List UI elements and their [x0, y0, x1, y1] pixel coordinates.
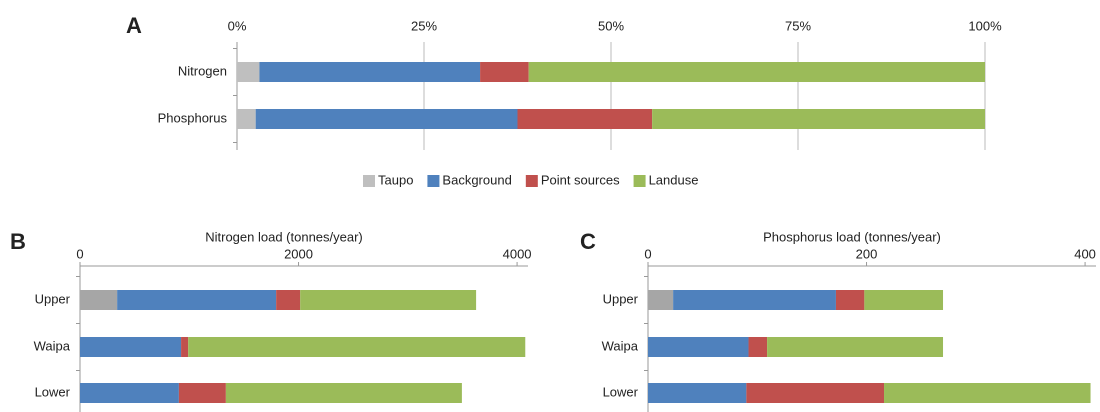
- x-tick-label: 200: [856, 246, 878, 261]
- bar-segment: [767, 337, 944, 357]
- x-tick-label: 0: [76, 246, 83, 261]
- x-axis-title: Nitrogen load (tonnes/year): [205, 229, 363, 244]
- bar-segment: [117, 290, 277, 310]
- y-tick-label: Waipa: [602, 338, 639, 353]
- bar-segment: [648, 383, 747, 403]
- bar-segment: [188, 337, 526, 357]
- x-tick-label: 0%: [228, 18, 247, 33]
- bar-segment: [517, 109, 653, 129]
- y-tick-label: Lower: [603, 384, 639, 399]
- bar-segment: [237, 109, 256, 129]
- x-tick-label: 400: [1074, 246, 1096, 261]
- legend-label: Background: [442, 172, 511, 187]
- x-tick-label: 25%: [411, 18, 437, 33]
- legend-swatch: [363, 175, 375, 187]
- bar-segment: [300, 290, 477, 310]
- legend-swatch: [633, 175, 646, 187]
- panel-label: B: [10, 229, 26, 254]
- legend-swatch: [525, 175, 538, 187]
- bar-segment: [237, 62, 260, 82]
- bar-segment: [835, 290, 865, 310]
- bar-segment: [80, 290, 118, 310]
- y-tick-label: Lower: [35, 384, 71, 399]
- bar-segment: [884, 383, 1091, 403]
- y-tick-label: Waipa: [34, 338, 71, 353]
- bar-segment: [864, 290, 944, 310]
- bar-segment: [225, 383, 462, 403]
- legend-label: Taupo: [378, 172, 413, 187]
- legend-label: Landuse: [649, 172, 699, 187]
- bar-segment: [178, 383, 226, 403]
- panel-label: C: [580, 229, 596, 254]
- legend-swatch: [427, 175, 440, 187]
- panel-label: A: [126, 13, 142, 38]
- x-tick-label: 50%: [598, 18, 624, 33]
- x-tick-label: 4000: [503, 246, 532, 261]
- bar-segment: [255, 109, 518, 129]
- bar-segment: [480, 62, 529, 82]
- legend-label: Point sources: [541, 172, 620, 187]
- bar-segment: [80, 337, 182, 357]
- bar-segment: [748, 337, 768, 357]
- x-tick-label: 0: [644, 246, 651, 261]
- x-tick-label: 100%: [968, 18, 1002, 33]
- bar-segment: [673, 290, 836, 310]
- bar-segment: [648, 337, 749, 357]
- bar-segment: [528, 62, 985, 82]
- y-tick-label: Upper: [35, 291, 71, 306]
- y-tick-label: Phosphorus: [158, 110, 228, 125]
- x-tick-label: 75%: [785, 18, 811, 33]
- x-tick-label: 2000: [284, 246, 313, 261]
- y-tick-label: Nitrogen: [178, 63, 227, 78]
- y-tick-label: Upper: [603, 291, 639, 306]
- bar-segment: [652, 109, 985, 129]
- bar-segment: [181, 337, 189, 357]
- bar-segment: [80, 383, 179, 403]
- x-axis-title: Phosphorus load (tonnes/year): [763, 229, 941, 244]
- bar-segment: [746, 383, 885, 403]
- bar-segment: [276, 290, 301, 310]
- bar-segment: [648, 290, 674, 310]
- bar-segment: [259, 62, 481, 82]
